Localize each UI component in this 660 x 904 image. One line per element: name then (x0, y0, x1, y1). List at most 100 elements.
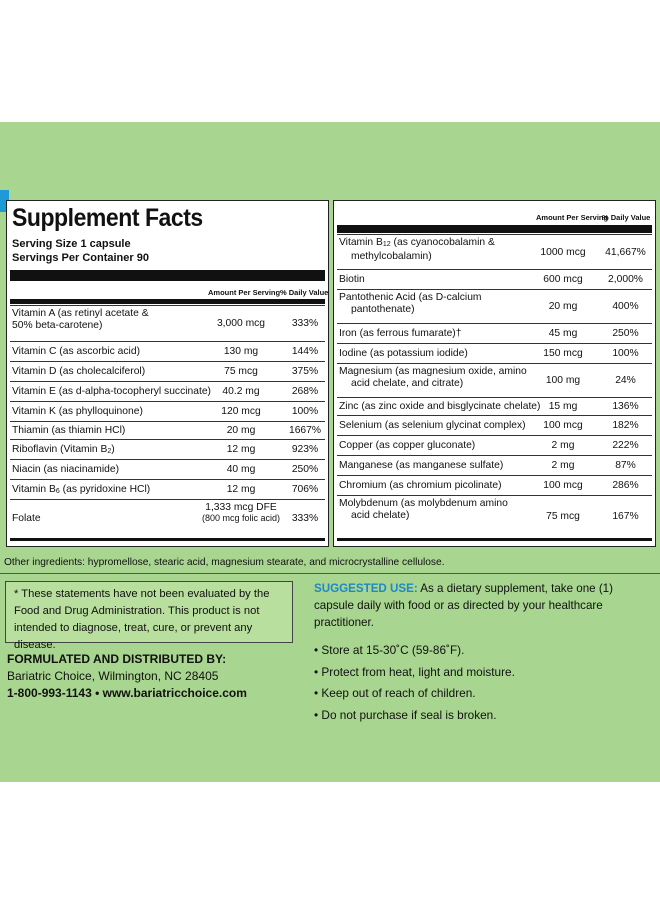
nutrient-daily-value: 136% (612, 401, 639, 412)
storage-bullets: Store at 15-30˚C (59-86˚F). Protect from… (314, 640, 515, 727)
nutrient-name: Iodine (as potassium iodide) (339, 348, 468, 360)
bullet-item: Keep out of reach of children. (314, 683, 515, 705)
nutrient-row: Vitamin K (as phylloquinone) 120 mcg 100% (10, 401, 325, 421)
nutrient-daily-value: 250% (291, 464, 319, 475)
section-divider (0, 573, 660, 574)
nutrient-name: Riboflavin (Vitamin B2) (12, 444, 115, 458)
distributor-info: FORMULATED AND DISTRIBUTED BY: Bariatric… (7, 651, 247, 702)
nutrient-row: Vitamin E (as d-alpha-tocopheryl succina… (10, 381, 325, 401)
col-amount-header: Amount Per Serving (208, 288, 281, 297)
nutrient-name-part: Chromium (as chromium picolinate) (339, 480, 502, 491)
nutrient-row: Biotin 600 mcg 2,000% (337, 269, 652, 289)
distributor-contact: 1-800-993-1143 • www.bariatricchoice.com (7, 685, 247, 702)
bullet-item: Store at 15-30˚C (59-86˚F). (314, 640, 515, 662)
contact-separator: • (95, 686, 100, 700)
nutrient-name-part: (as pyridoxine HCl) (59, 484, 151, 495)
nutrient-name-part: Thiamin (as thiamin HCl) (12, 425, 126, 436)
col-amount-header-right: Amount Per Serving (536, 213, 609, 222)
nutrient-name-line2: methylcobalamin) (351, 251, 432, 262)
nutrient-name-part: Selenium (as selenium glycinat complex) (339, 420, 526, 431)
nutrient-name: Chromium (as chromium picolinate) (339, 480, 502, 492)
nutrient-row: Folate 1,333 mcg DFE (800 mcg folic acid) 3… (10, 499, 325, 537)
nutrient-amount: 2 mg (551, 440, 575, 451)
nutrient-name-part: Iron (as ferrous fumarate)† (339, 328, 462, 339)
nutrient-daily-value: 706% (291, 484, 319, 495)
nutrient-amount: 20 mg (226, 425, 256, 436)
nutrient-row: Vitamin B12 (as cyanocobalamin & methylco… (337, 234, 652, 269)
col-dv-header: % Daily Value (280, 288, 329, 297)
nutrient-name-part: Vitamin K (as phylloquinone) (12, 406, 143, 417)
bottom-divider-right (337, 538, 652, 541)
nutrient-row: Thiamin (as thiamin HCl) 20 mg 1667% (10, 421, 325, 439)
nutrient-amount: 1000 mcg (540, 246, 586, 258)
nutrient-amount: 100 mg (545, 375, 581, 386)
nutrient-daily-value: 268% (291, 386, 319, 397)
nutrient-name-part: Vitamin B (12, 484, 56, 495)
nutrient-row: Chromium (as chromium picolinate) 100 mcg… (337, 475, 652, 495)
nutrient-name: Vitamin D (as cholecalciferol) (12, 366, 145, 378)
nutrient-name-part: Vitamin C (as ascorbic acid) (12, 346, 140, 357)
nutrient-amount: 2 mg (551, 460, 575, 471)
blue-accent-tab (0, 190, 9, 212)
nutrient-name-line2: acid chelate) (351, 510, 410, 521)
nutrient-row: Magnesium (as magnesium oxide, amino acid… (337, 363, 652, 397)
nutrient-row: Niacin (as niacinamide) 40 mg 250% (10, 459, 325, 479)
nutrient-amount: 100 mcg (543, 480, 583, 491)
nutrient-row: Vitamin A (as retinyl acetate & 50% beta-… (10, 305, 325, 341)
nutrient-amount: 75 mcg (546, 511, 580, 522)
nutrient-name: Manganese (as manganese sulfate) (339, 460, 503, 472)
suggested-use: SUGGESTED USE: As a dietary supplement, … (314, 580, 654, 631)
nutrient-name-line2: acid chelate, and citrate) (351, 378, 464, 389)
nutrient-daily-value: 144% (291, 346, 319, 357)
nutrient-name-part: Molybdenum (as molybdenum amino (339, 498, 508, 509)
nutrient-row: Copper (as copper gluconate) 2 mg 222% (337, 435, 652, 455)
nutrient-name: Biotin (339, 274, 365, 286)
nutrient-name-part: Pantothenic Acid (as D-calcium (339, 292, 482, 303)
nutrient-name: Selenium (as selenium glycinat complex) (339, 420, 526, 432)
nutrient-name-part: Zinc (as zinc oxide and bisglycinate che… (339, 401, 541, 412)
nutrient-amount: 100 mcg (543, 420, 583, 431)
nutrient-daily-value: 1667% (288, 425, 322, 436)
nutrient-amount: 12 mg (226, 484, 256, 495)
nutrient-name: Niacin (as niacinamide) (12, 464, 119, 476)
nutrient-amount: 75 mcg (224, 366, 258, 377)
nutrient-row: Selenium (as selenium glycinat complex) 1… (337, 415, 652, 435)
nutrient-name: Copper (as copper gluconate) (339, 440, 475, 452)
distributor-address: Bariatric Choice, Wilmington, NC 28405 (7, 669, 219, 683)
nutrient-name-part: ) (111, 444, 115, 455)
phone-number: 1-800-993-1143 (7, 686, 92, 700)
nutrient-name: Vitamin B6 (as pyridoxine HCl) (12, 484, 150, 498)
nutrient-name: Pantothenic Acid (as D-calcium pantothena… (339, 292, 482, 316)
nutrient-daily-value: 2,000% (608, 274, 643, 285)
nutrient-amount: 600 mcg (543, 274, 583, 285)
supplement-facts-panel-right: Amount Per Serving % Daily Value Vitamin… (333, 200, 656, 547)
bullet-item: Protect from heat, light and moisture. (314, 662, 514, 684)
nutrient-name-part: Copper (as copper gluconate) (339, 440, 476, 451)
nutrient-amount: 45 mg (548, 328, 578, 339)
nutrient-amount: 130 mg (223, 346, 259, 357)
nutrient-row: Iodine (as potassium iodide) 150 mcg 100% (337, 343, 652, 363)
nutrient-amount: 120 mcg (221, 406, 261, 417)
nutrient-daily-value: 100% (291, 406, 319, 417)
servings-per-container: Servings Per Container 90 (12, 252, 149, 264)
bullet-item: Do not purchase if seal is broken. (314, 705, 515, 727)
nutrient-name: Vitamin E (as d-alpha-tocopheryl succina… (12, 386, 211, 398)
distributor-heading: FORMULATED AND DISTRIBUTED BY: (7, 652, 227, 666)
nutrient-amount: 40.2 mg (222, 386, 260, 397)
nutrient-row: Molybdenum (as molybdenum amino acid chel… (337, 495, 652, 537)
bottom-divider (10, 538, 325, 541)
nutrient-name: Vitamin C (as ascorbic acid) (12, 346, 140, 358)
nutrient-name: Iron (as ferrous fumarate)† (339, 328, 461, 340)
nutrient-row: Vitamin B6 (as pyridoxine HCl) 12 mg 706% (10, 479, 325, 499)
amount-line1: 1,333 mcg DFE (205, 502, 277, 513)
nutrient-daily-value: 24% (615, 375, 636, 386)
nutrient-daily-value: 250% (612, 328, 639, 339)
nutrient-name: Magnesium (as magnesium oxide, amino acid… (339, 366, 527, 390)
nutrient-amount: 1,333 mcg DFE (800 mcg folic acid) (200, 502, 282, 524)
col-dv-header-right: % Daily Value (602, 213, 651, 222)
nutrient-row: Riboflavin (Vitamin B2) 12 mg 923% (10, 439, 325, 459)
other-ingredients: Other ingredients: hypromellose, stearic… (4, 557, 445, 568)
nutrient-row: Vitamin C (as ascorbic acid) 130 mg 144% (10, 341, 325, 361)
nutrient-amount: 3,000 mcg (216, 318, 266, 329)
suggested-use-label: SUGGESTED USE: (314, 582, 418, 595)
